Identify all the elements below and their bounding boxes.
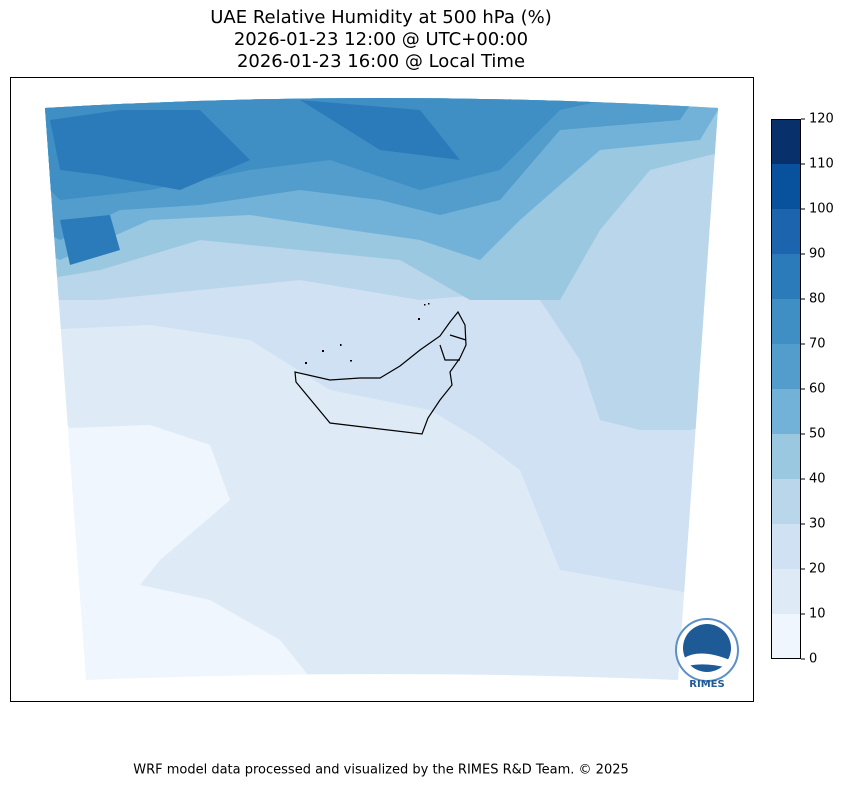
colorbar-tick-label: 50 <box>809 427 826 442</box>
title-line: 2026-01-23 16:00 @ Local Time <box>237 51 525 72</box>
colorbar-band <box>771 344 801 389</box>
colorbar-tick-label: 100 <box>809 202 834 217</box>
map-frame <box>10 77 754 702</box>
colorbar-band <box>771 569 801 614</box>
footer: WRF model data processed and visualized … <box>133 763 629 778</box>
contour-area <box>50 100 460 265</box>
title-line: 2026-01-23 12:00 @ UTC+00:00 <box>234 29 528 50</box>
colorbar-band <box>771 524 801 569</box>
colorbar-tick-label: 90 <box>809 247 826 262</box>
colorbar-band <box>771 209 801 254</box>
colorbar-frame <box>771 119 801 659</box>
colorbar-band <box>771 434 801 479</box>
colorbar-band <box>771 119 801 164</box>
colorbar-tick-label: 20 <box>809 562 826 577</box>
colorbar: 0 10 20 30 40 50 60 70 80 90 100 110 120 <box>771 112 834 667</box>
colorbar-band <box>771 614 801 659</box>
humidity-field <box>45 98 718 680</box>
colorbar-tick-label: 40 <box>809 472 826 487</box>
colorbar-band <box>771 299 801 344</box>
colorbar-tick-label: 30 <box>809 517 826 532</box>
country-border <box>294 310 467 435</box>
colorbar-band <box>771 389 801 434</box>
colorbar-tick-label: 120 <box>809 112 834 127</box>
colorbar-tick-label: 70 <box>809 337 826 352</box>
colorbar-band <box>771 164 801 209</box>
islands <box>305 303 430 364</box>
title-line: UAE Relative Humidity at 500 hPa (%) <box>210 7 551 28</box>
colorbar-tick-label: 0 <box>809 652 817 667</box>
logo-text: RIMES <box>689 679 724 690</box>
colorbar-tick-label: 80 <box>809 292 826 307</box>
colorbar-tick-label: 10 <box>809 607 826 622</box>
colorbar-tick-label: 60 <box>809 382 826 397</box>
colorbar-band <box>771 479 801 524</box>
colorbar-tick-label: 110 <box>809 157 834 172</box>
logo: RIMES <box>675 618 739 690</box>
colorbar-band <box>771 254 801 299</box>
